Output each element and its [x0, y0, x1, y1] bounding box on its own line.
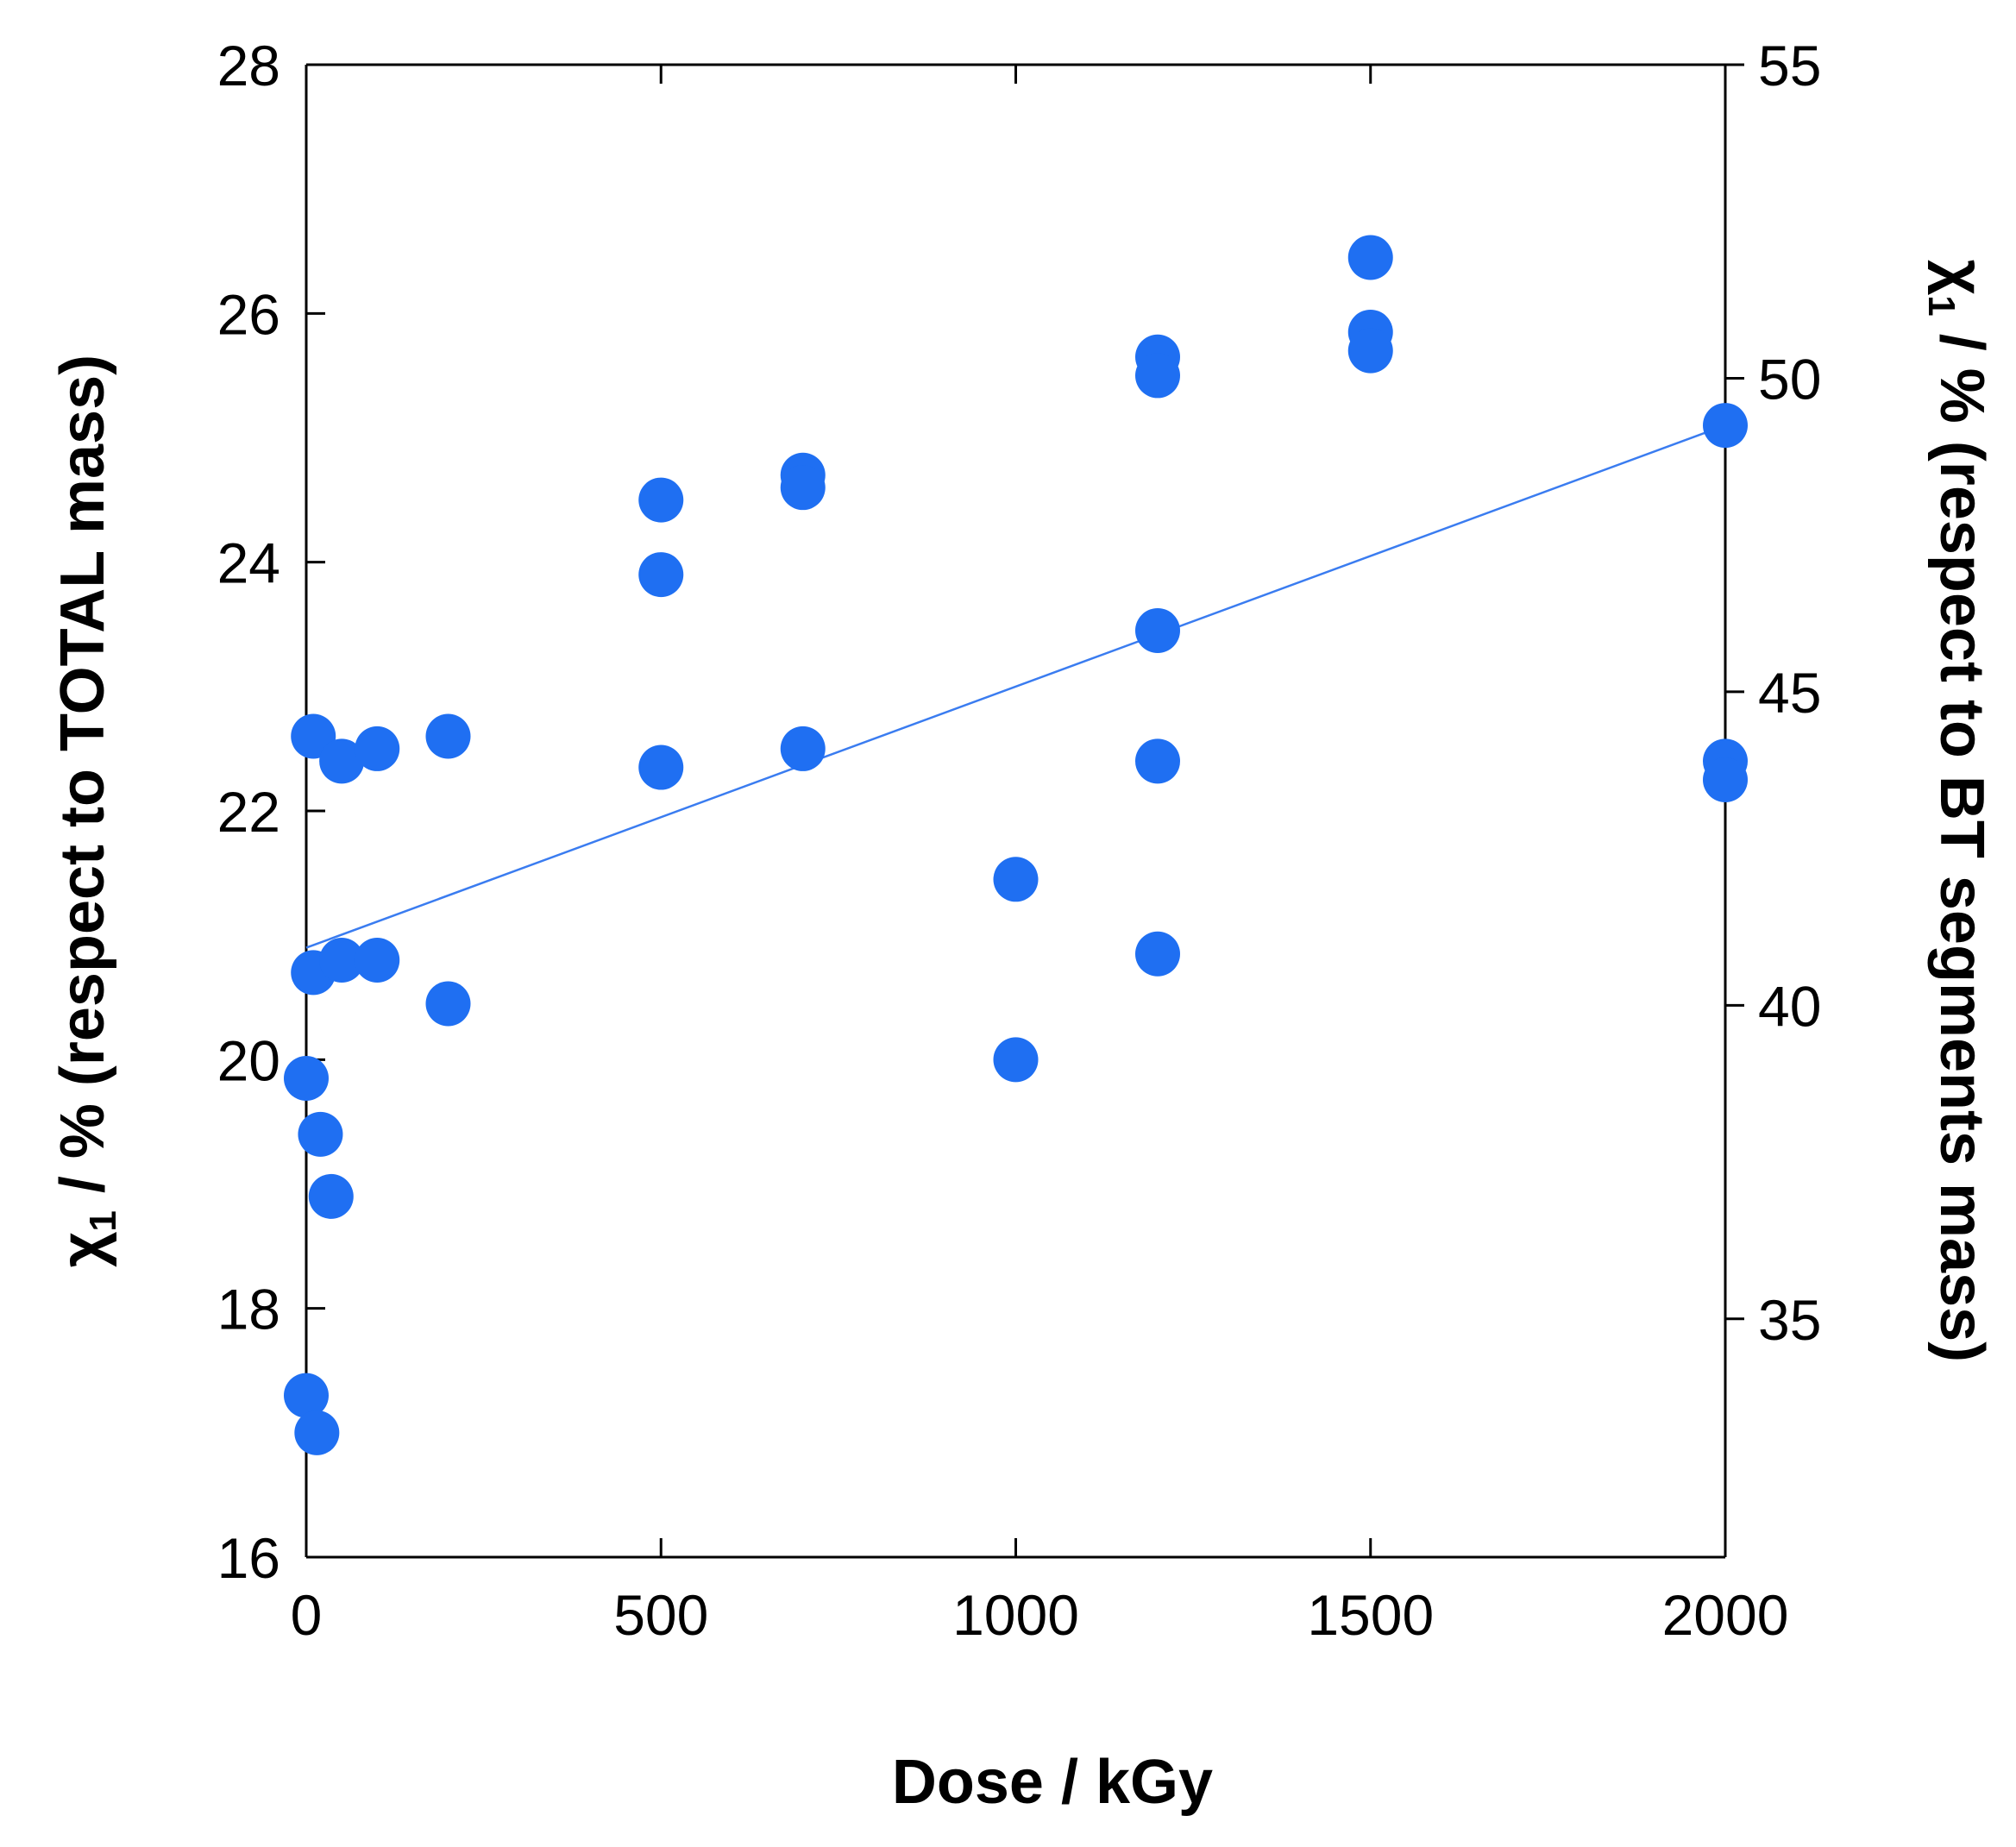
y2-axis-title-subscript: 1 — [1920, 295, 1963, 316]
data-point — [993, 1037, 1039, 1083]
data-point — [1135, 607, 1180, 653]
data-point — [1135, 353, 1180, 399]
data-point — [308, 1173, 354, 1219]
fit-line — [305, 424, 1726, 949]
data-point — [294, 1410, 340, 1455]
y-tick-label: 16 — [217, 1526, 280, 1590]
y-tick-label: 24 — [217, 531, 280, 595]
y-tick-label: 28 — [217, 34, 280, 97]
x-axis-title: Dose / kGy — [892, 1748, 1213, 1817]
data-point — [780, 465, 826, 511]
data-point — [1347, 235, 1393, 280]
data-point — [993, 857, 1039, 902]
data-point — [284, 1373, 329, 1418]
data-point — [355, 726, 400, 771]
x-tick-label: 1000 — [952, 1583, 1079, 1647]
data-point — [638, 552, 684, 598]
y2-tick-label: 40 — [1758, 974, 1821, 1038]
y-tick-label: 22 — [217, 780, 280, 844]
x-tick-label: 1500 — [1307, 1583, 1434, 1647]
y2-tick-label: 45 — [1758, 661, 1821, 725]
data-point — [319, 738, 365, 784]
tick-labels: 0 500 1000 1500 2000 16 18 20 22 24 26 28 35 40 45 50 55 — [217, 34, 1822, 1647]
data-point — [319, 938, 365, 983]
fit-line-group — [305, 424, 1726, 949]
y-axis-title-symbol: χ — [48, 1231, 117, 1267]
y2-tick-label: 35 — [1758, 1288, 1821, 1352]
y-axis-title: χ1 / % (respect to TOTAL mass) — [48, 355, 124, 1267]
data-point — [1347, 328, 1393, 374]
data-point — [780, 726, 826, 771]
data-point — [425, 981, 471, 1027]
data-point — [425, 713, 471, 759]
y2-tick-label: 55 — [1758, 34, 1821, 97]
data-point — [1703, 403, 1748, 449]
axis-ticks — [305, 63, 1744, 1559]
data-point — [284, 1055, 329, 1101]
data-points — [284, 235, 1748, 1455]
x-tick-label: 0 — [291, 1583, 323, 1647]
data-point — [638, 477, 684, 523]
y-axis-title-text: / % (respect to TOTAL mass) — [48, 355, 117, 1210]
y-tick-label: 20 — [217, 1028, 280, 1092]
data-point — [298, 1111, 343, 1157]
data-point — [355, 938, 400, 983]
data-point — [1135, 738, 1180, 784]
y2-axis-title-text: / % (respect to BT segments mass) — [1927, 317, 1996, 1362]
y-axis-title-subscript: 1 — [82, 1210, 124, 1231]
data-point — [1703, 757, 1748, 802]
y2-axis-title: χ1 / % (respect to BT segments mass) — [1920, 260, 1996, 1362]
data-point — [1135, 931, 1180, 977]
data-point — [638, 744, 684, 790]
y-tick-label: 26 — [217, 282, 280, 346]
y-tick-label: 18 — [217, 1278, 280, 1341]
x-tick-label: 500 — [613, 1583, 708, 1647]
y2-axis-title-symbol: χ — [1927, 260, 1996, 296]
x-tick-label: 2000 — [1662, 1583, 1789, 1647]
y2-tick-label: 50 — [1758, 347, 1821, 411]
